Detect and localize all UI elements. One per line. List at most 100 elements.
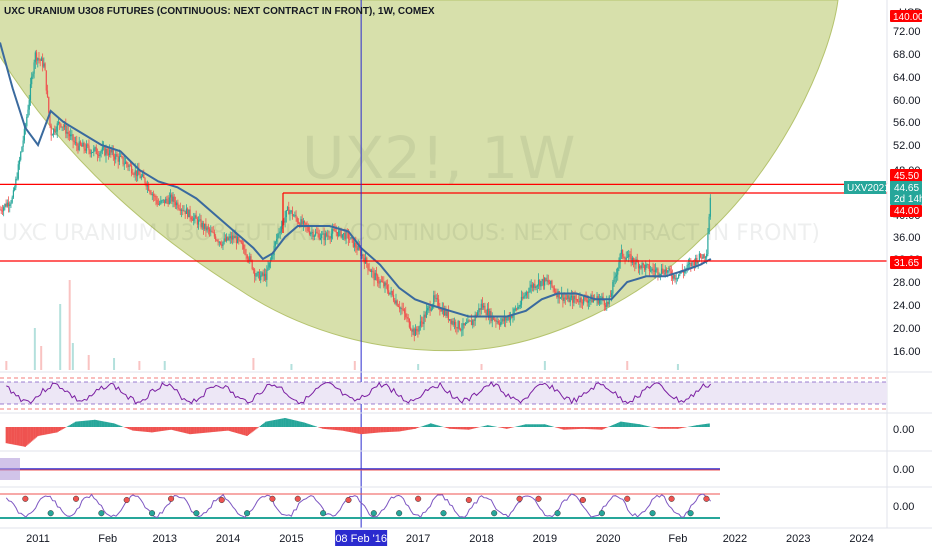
- macd-bar: [304, 422, 307, 427]
- macd-bar: [58, 427, 61, 432]
- macd-bar: [323, 427, 326, 429]
- macd-bar: [702, 424, 704, 427]
- candle-body: [296, 218, 298, 223]
- candle-body: [412, 328, 414, 332]
- macd-bar: [165, 427, 168, 431]
- candle-body: [665, 269, 668, 273]
- macd-bar: [239, 427, 241, 435]
- candle-body: [167, 200, 169, 205]
- macd-bar: [28, 427, 30, 444]
- macd-bar: [21, 427, 23, 447]
- macd-bar: [541, 424, 543, 427]
- stoch-signal-dot: [22, 495, 29, 502]
- macd-bar: [390, 427, 392, 432]
- candle-body: [135, 170, 138, 177]
- candle-body: [329, 237, 331, 239]
- macd-bar: [499, 427, 501, 428]
- macd-bar: [231, 427, 233, 432]
- macd-bar: [476, 427, 479, 428]
- candle-body: [126, 161, 128, 165]
- macd-bar: [462, 427, 464, 430]
- candle-body: [459, 328, 462, 331]
- macd-bar: [546, 424, 549, 427]
- macd-bar: [136, 427, 138, 431]
- macd-bar: [15, 427, 17, 446]
- stoch-signal-dot: [624, 495, 631, 502]
- candle-body: [660, 268, 663, 274]
- macd-bar: [288, 418, 290, 427]
- macd-bar: [151, 427, 153, 433]
- macd-bar: [24, 427, 27, 447]
- macd-bar: [417, 427, 420, 428]
- candle-body: [540, 281, 542, 287]
- time-axis[interactable]: 2011 Feb 2013 2014 2015 08 Feb '16 2017 2018 201…: [26, 530, 874, 546]
- candle-body: [531, 284, 534, 288]
- candle-body: [523, 296, 525, 299]
- macd-bar: [188, 427, 191, 435]
- candle-body: [38, 58, 40, 60]
- candle-body: [27, 109, 29, 117]
- candle-body: [194, 215, 196, 218]
- macd-bar: [221, 427, 224, 432]
- candle-body: [444, 309, 446, 316]
- candle-body: [524, 295, 526, 297]
- macd-bar: [485, 425, 487, 427]
- candle-body: [334, 229, 336, 232]
- arc-drawing[interactable]: [0, 0, 839, 352]
- macd-bar: [34, 427, 36, 439]
- stoch-signal-dot: [579, 496, 586, 504]
- candle-body: [31, 76, 33, 85]
- macd-bar: [235, 427, 238, 434]
- candle-body: [653, 270, 655, 272]
- candle-body: [162, 199, 164, 201]
- macd-bar: [493, 426, 495, 427]
- macd-bar: [594, 427, 596, 430]
- candle-body: [474, 314, 476, 321]
- macd-bar: [243, 427, 245, 436]
- macd-bar: [57, 427, 59, 432]
- candle-body: [388, 290, 390, 295]
- time-tick-label: 2013: [152, 533, 176, 545]
- candle-body: [707, 234, 709, 255]
- candle-body: [262, 272, 264, 277]
- macd-bar: [439, 426, 442, 427]
- macd-bar: [378, 427, 381, 433]
- candle-body: [563, 297, 565, 301]
- candle-body: [534, 284, 536, 288]
- candle-body: [539, 280, 541, 287]
- upper-level-tag: 45.50: [890, 169, 922, 182]
- candle-body: [587, 300, 590, 303]
- candle-body: [87, 144, 89, 146]
- macd-bar: [547, 425, 550, 427]
- macd-bar: [641, 424, 644, 427]
- candle-body: [291, 210, 294, 217]
- candle-body: [403, 309, 406, 314]
- macd-bar: [415, 427, 417, 429]
- candle-body: [408, 318, 410, 328]
- macd-bar: [695, 425, 697, 427]
- macd-bar: [276, 419, 278, 427]
- candle-body: [219, 241, 222, 245]
- macd-bar: [372, 427, 375, 434]
- candle-body: [104, 146, 106, 156]
- macd-bar: [340, 427, 343, 431]
- candle-body: [367, 263, 369, 270]
- candle-body: [392, 294, 395, 301]
- macd-bar: [615, 423, 618, 427]
- candle-body: [439, 307, 441, 310]
- candle-body: [257, 271, 259, 273]
- macd-bar: [482, 426, 485, 427]
- macd-bar: [45, 427, 48, 435]
- macd-bar: [222, 427, 225, 432]
- macd-bar: [343, 427, 346, 432]
- candle-body: [699, 253, 702, 258]
- macd-bar: [451, 427, 453, 429]
- macd-bar: [386, 427, 389, 433]
- macd-bar: [62, 427, 64, 429]
- candle-body: [308, 230, 311, 235]
- candle-body: [156, 200, 158, 205]
- macd-bar: [628, 422, 631, 427]
- candle-body: [252, 269, 255, 270]
- candle-body: [418, 326, 420, 332]
